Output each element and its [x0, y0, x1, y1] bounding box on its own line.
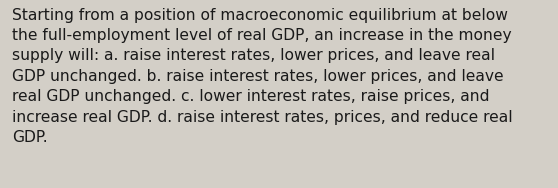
- Text: Starting from a position of macroeconomic equilibrium at below
the full-employme: Starting from a position of macroeconomi…: [12, 8, 513, 145]
